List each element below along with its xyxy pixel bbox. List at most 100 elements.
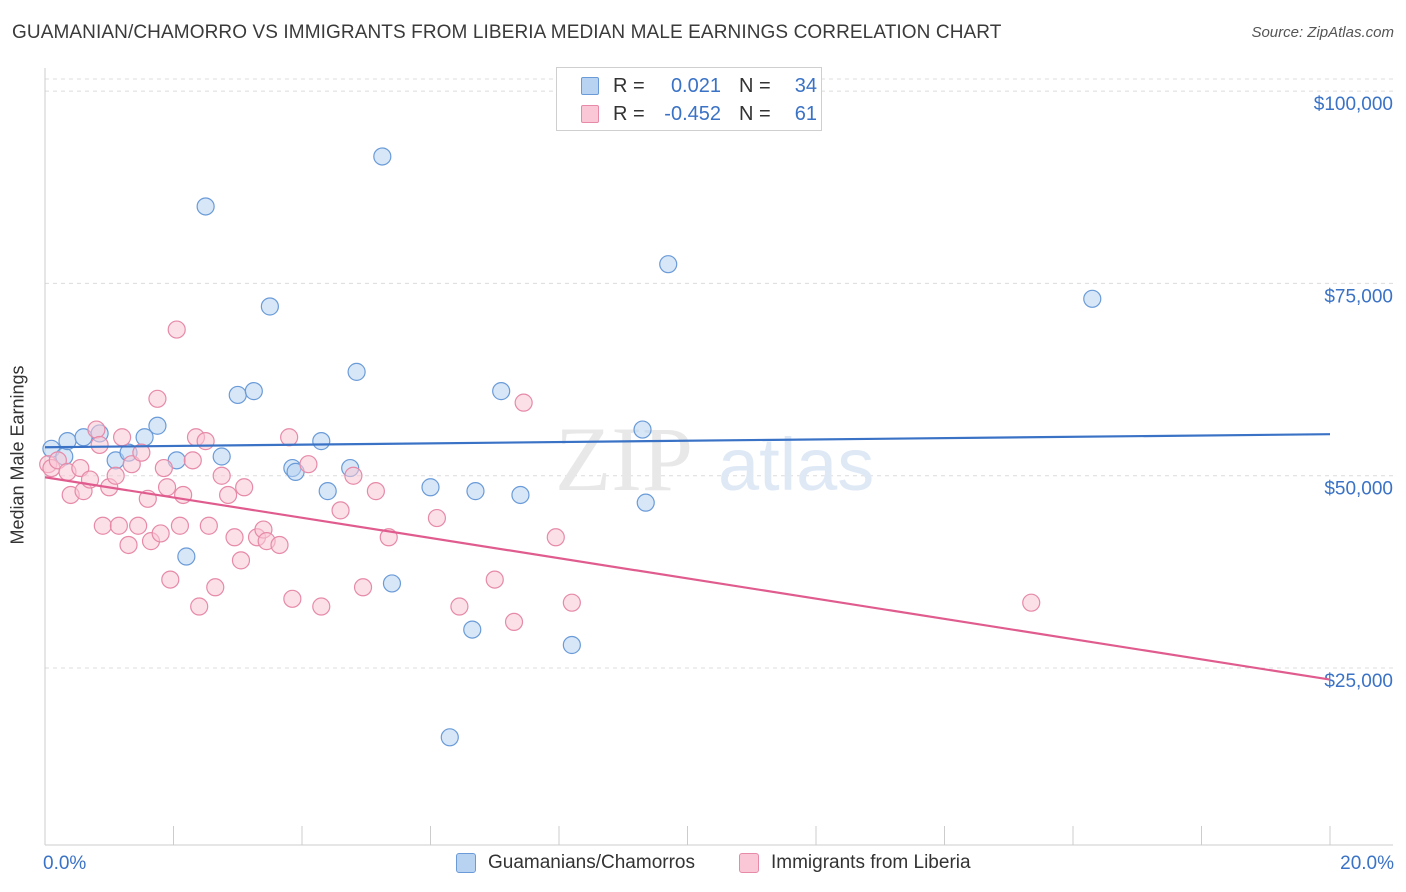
data-point — [280, 428, 299, 447]
data-point — [312, 432, 331, 451]
data-point — [206, 578, 225, 597]
legend-n-label: N = — [739, 102, 771, 125]
legend-row-liberia: R = -0.452 N = 61 — [581, 101, 817, 127]
trend-lines — [44, 433, 1331, 681]
chart-title: GUAMANIAN/CHAMORRO VS IMMIGRANTS FROM LI… — [12, 22, 1002, 43]
y-axis-label: Median Male Earnings — [7, 365, 28, 545]
data-point — [562, 635, 581, 655]
data-point — [331, 501, 350, 520]
data-point — [212, 447, 231, 466]
data-point — [225, 528, 244, 547]
watermark-zip: ZIP — [555, 408, 693, 510]
data-point — [235, 478, 254, 497]
series-legend-label-liberia: Immigrants from Liberia — [771, 852, 971, 873]
series-legend: Guamanians/Chamorros Immigrants from Lib… — [0, 852, 1406, 878]
legend-swatch-guamanians — [581, 77, 599, 95]
data-point — [228, 385, 247, 405]
watermark-atlas: atlas — [718, 423, 874, 506]
data-point — [366, 482, 385, 501]
data-point — [231, 551, 251, 570]
data-point — [170, 516, 190, 535]
legend-n-value: 34 — [794, 74, 817, 97]
series-legend-label-guamanians: Guamanians/Chamorros — [488, 852, 695, 873]
data-point — [492, 382, 511, 401]
data-point — [154, 458, 173, 478]
data-point — [93, 516, 112, 535]
y-tick-label: $25,000 — [1324, 671, 1393, 692]
data-point — [183, 451, 202, 470]
data-point — [157, 478, 177, 497]
data-point — [382, 574, 402, 593]
data-point — [119, 535, 138, 555]
y-tick-labels: $25,000 $50,000 $75,000 $100,000 — [1314, 94, 1393, 692]
data-point — [132, 443, 151, 462]
trend-line — [44, 433, 1331, 449]
series-legend-swatch-guamanians — [456, 853, 476, 873]
data-point — [485, 570, 504, 589]
legend-r-value: -0.452 — [664, 102, 721, 125]
data-point — [260, 297, 279, 316]
data-point — [504, 612, 524, 632]
series-legend-guamanians: Guamanians/Chamorros — [456, 852, 695, 874]
data-point — [161, 570, 180, 589]
data-point — [167, 320, 186, 339]
data-point — [427, 508, 447, 528]
data-point — [151, 524, 170, 543]
data-point — [347, 362, 366, 381]
data-point — [514, 393, 533, 412]
data-point — [318, 482, 337, 501]
data-point — [106, 466, 125, 485]
data-point — [212, 466, 231, 485]
data-point — [270, 535, 289, 555]
data-point — [90, 435, 109, 455]
series-legend-liberia: Immigrants from Liberia — [739, 852, 971, 874]
data-point — [87, 420, 106, 439]
x-tick-max: 20.0% — [1340, 853, 1394, 874]
x-tick-min: 0.0% — [43, 853, 87, 874]
data-point — [112, 428, 132, 447]
data-point — [546, 528, 565, 547]
legend-row-guamanians: R = 0.021 N = 34 — [581, 73, 817, 99]
data-point — [353, 578, 373, 597]
data-point — [129, 516, 148, 535]
data-point — [636, 493, 655, 512]
data-point — [633, 420, 652, 439]
data-point — [148, 389, 167, 408]
data-point — [373, 147, 392, 166]
legend-n-value: 61 — [794, 102, 817, 125]
data-point — [283, 589, 302, 608]
data-point — [199, 516, 218, 535]
data-point — [244, 382, 263, 401]
data-point — [562, 593, 581, 612]
data-point — [219, 485, 238, 505]
data-point — [177, 547, 196, 566]
data-point — [421, 478, 440, 497]
data-point — [312, 597, 331, 616]
trend-line — [44, 476, 1331, 681]
legend-n-label: N = — [739, 74, 771, 97]
correlation-legend: R = 0.021 N = 34 R = -0.452 N = 61 — [556, 67, 822, 131]
source-label: Source: ZipAtlas.com — [1251, 24, 1394, 41]
gridlines — [45, 78, 1393, 669]
data-point — [299, 455, 318, 474]
series-legend-swatch-liberia — [739, 853, 759, 873]
data-point — [344, 466, 363, 485]
data-point — [450, 597, 469, 616]
data-point — [196, 432, 215, 451]
data-point — [440, 728, 459, 747]
legend-swatch-liberia — [581, 105, 599, 123]
y-tick-label: $100,000 — [1314, 94, 1393, 115]
legend-r-label: R = — [613, 102, 645, 125]
watermark: ZIP atlas — [555, 408, 874, 510]
legend-r-value: 0.021 — [670, 74, 721, 97]
legend-r-label: R = — [613, 74, 645, 97]
data-point — [190, 597, 209, 616]
data-point — [463, 620, 482, 639]
data-point — [466, 482, 485, 501]
y-tick-label: $50,000 — [1324, 479, 1393, 500]
data-point — [511, 485, 530, 505]
y-tick-label: $75,000 — [1324, 286, 1393, 307]
data-point — [109, 516, 128, 535]
data-point — [148, 416, 167, 435]
